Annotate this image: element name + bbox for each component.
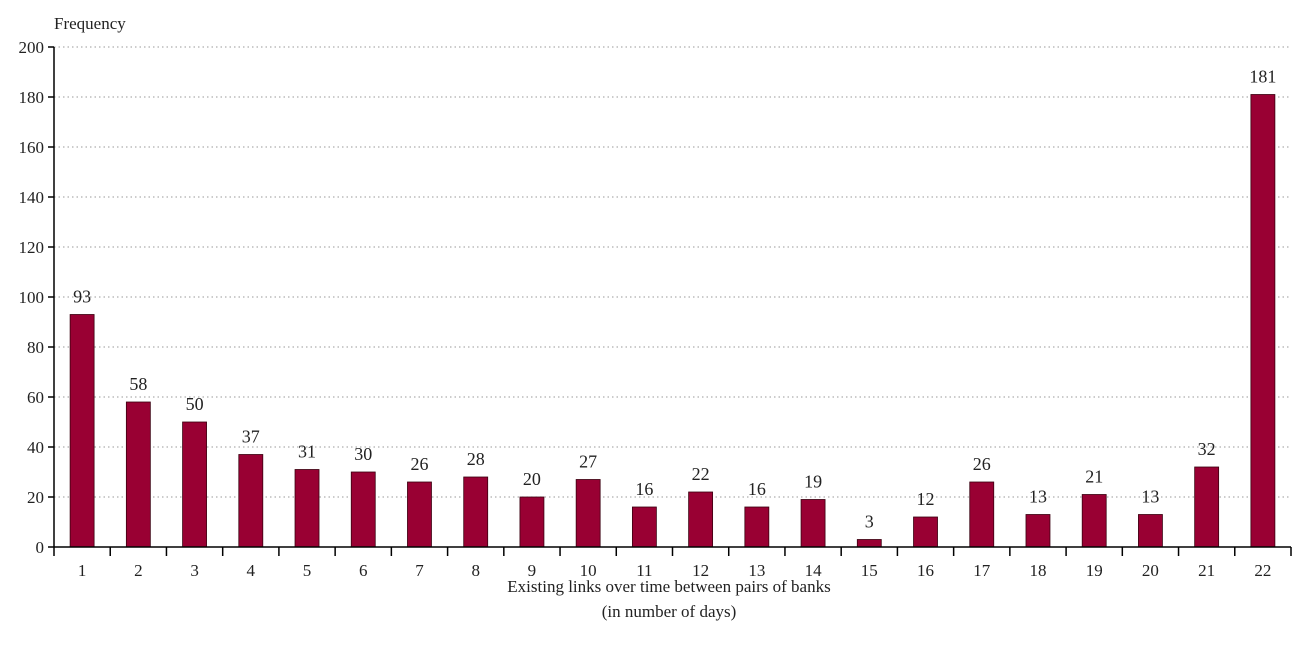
x-tick-label-1: 1	[78, 561, 87, 580]
x-tick-label-20: 20	[1142, 561, 1159, 580]
x-tick-label-14: 14	[805, 561, 823, 580]
data-label-21: 32	[1198, 439, 1216, 459]
x-tick-label-19: 19	[1086, 561, 1103, 580]
y-tick-label: 180	[19, 88, 45, 107]
data-label-15: 3	[865, 512, 874, 532]
data-label-7: 26	[410, 454, 428, 474]
x-tick-label-11: 11	[636, 561, 652, 580]
data-label-16: 12	[917, 489, 935, 509]
bar-7	[407, 481, 432, 548]
bar-20	[1138, 514, 1163, 548]
x-tick-label-3: 3	[190, 561, 199, 580]
bar-8	[463, 476, 489, 548]
x-tick-label-5: 5	[303, 561, 312, 580]
x-tick-label-15: 15	[861, 561, 878, 580]
bar-15	[856, 539, 882, 548]
data-label-4: 37	[242, 427, 260, 447]
x-tick-label-13: 13	[748, 561, 765, 580]
x-tick-label-6: 6	[359, 561, 368, 580]
bar-3	[182, 421, 207, 548]
data-label-9: 20	[523, 469, 541, 489]
bar-22	[1250, 94, 1276, 548]
y-tick-label: 140	[19, 188, 45, 207]
y-tick-label: 80	[27, 338, 44, 357]
bar-13	[744, 506, 770, 548]
y-tick-label: 120	[19, 238, 45, 257]
axes	[48, 46, 1292, 556]
data-label-13: 16	[748, 479, 766, 499]
x-tick-label-2: 2	[134, 561, 143, 580]
data-label-6: 30	[354, 444, 372, 464]
y-tick-label: 160	[19, 138, 45, 157]
y-tick-label: 100	[19, 288, 45, 307]
x-tick-label-17: 17	[973, 561, 991, 580]
bar-4	[238, 454, 264, 548]
y-tick-label: 20	[27, 488, 44, 507]
data-labels: 93 58 50 37 31 30 26 28 20 27 16 22 16 19 3 12 26 13 21 13 3…	[73, 67, 1276, 532]
bar-10	[575, 479, 601, 548]
data-label-3: 50	[186, 394, 204, 414]
bar-14	[800, 499, 826, 548]
bar-17	[969, 481, 995, 548]
data-label-11: 16	[635, 479, 653, 499]
y-tick-label: 200	[19, 38, 45, 57]
grid-lines	[54, 46, 1291, 498]
data-label-1: 93	[73, 287, 91, 307]
bar-5	[294, 469, 320, 548]
data-label-5: 31	[298, 442, 316, 462]
bar-12	[688, 491, 714, 548]
x-axis-title: Existing links over time between pairs o…	[507, 577, 830, 596]
data-label-8: 28	[467, 449, 485, 469]
x-axis-title-line2: (in number of days)	[602, 602, 737, 621]
data-label-17: 26	[973, 454, 991, 474]
y-tick-label: 60	[27, 388, 44, 407]
x-tick-label-9: 9	[528, 561, 537, 580]
bar-9	[519, 496, 545, 548]
data-label-22: 181	[1249, 67, 1276, 87]
x-tick-label-21: 21	[1198, 561, 1215, 580]
data-label-14: 19	[804, 472, 822, 492]
bar-18	[1025, 514, 1051, 548]
x-tick-label-10: 10	[580, 561, 597, 580]
x-tick-label-16: 16	[917, 561, 934, 580]
x-tick-label-4: 4	[247, 561, 256, 580]
y-tick-label: 40	[27, 438, 44, 457]
bar-19	[1081, 494, 1107, 548]
bar-16	[913, 516, 938, 548]
data-label-19: 21	[1085, 467, 1103, 487]
x-tick-label-12: 12	[692, 561, 709, 580]
bar-6	[350, 471, 376, 548]
y-axis-title: Frequency	[54, 14, 126, 33]
x-tick-label-22: 22	[1254, 561, 1271, 580]
data-label-12: 22	[692, 464, 710, 484]
bar-11	[631, 506, 657, 548]
x-tick-label-18: 18	[1029, 561, 1046, 580]
data-label-20: 13	[1141, 487, 1159, 507]
data-label-18: 13	[1029, 487, 1047, 507]
y-tick-label: 0	[36, 538, 45, 557]
bars	[69, 94, 1276, 548]
bar-1	[69, 314, 95, 548]
bar-2	[125, 401, 151, 548]
bar-21	[1194, 466, 1220, 548]
x-tick-label-8: 8	[471, 561, 480, 580]
x-tick-label-7: 7	[415, 561, 424, 580]
data-label-10: 27	[579, 452, 597, 472]
data-label-2: 58	[129, 374, 147, 394]
